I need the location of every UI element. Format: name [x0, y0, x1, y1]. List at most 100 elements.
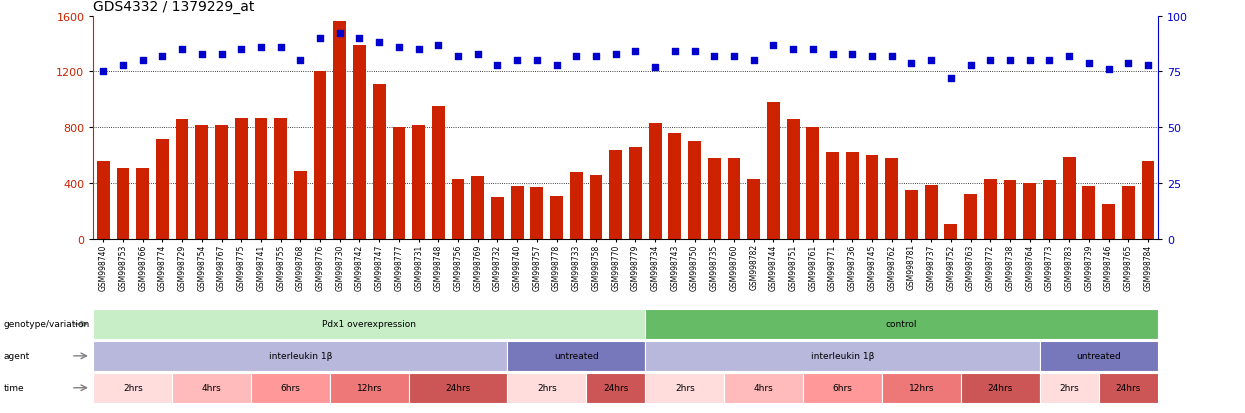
Text: 24hrs: 24hrs — [1116, 383, 1140, 392]
Text: 2hrs: 2hrs — [537, 383, 557, 392]
Bar — [334, 22, 346, 240]
Bar — [964, 195, 977, 240]
Text: genotype/variation: genotype/variation — [4, 320, 90, 329]
Point — [1020, 58, 1040, 64]
Point — [763, 42, 783, 49]
Point — [1000, 58, 1020, 64]
Text: 2hrs: 2hrs — [1059, 383, 1079, 392]
Point — [330, 31, 350, 38]
Bar — [609, 150, 622, 240]
Text: 4hrs: 4hrs — [202, 383, 222, 392]
Point — [1059, 53, 1079, 60]
Point — [1138, 62, 1158, 69]
Point — [290, 58, 310, 64]
Point — [705, 53, 725, 60]
Bar — [491, 198, 504, 240]
Text: 12hrs: 12hrs — [909, 383, 934, 392]
Text: 24hrs: 24hrs — [987, 383, 1013, 392]
Bar — [97, 161, 110, 240]
Bar — [215, 125, 228, 240]
Bar — [274, 118, 288, 240]
Bar — [136, 169, 149, 240]
Bar — [1063, 157, 1076, 240]
Point — [625, 49, 645, 55]
Text: interleukin 1β: interleukin 1β — [810, 351, 874, 361]
Point — [370, 40, 390, 47]
Point — [803, 47, 823, 53]
Text: 24hrs: 24hrs — [446, 383, 471, 392]
Bar — [254, 118, 268, 240]
Bar — [510, 187, 524, 240]
Point — [388, 45, 408, 51]
Bar — [885, 159, 898, 240]
Bar — [708, 159, 721, 240]
Bar — [530, 188, 543, 240]
Text: 6hrs: 6hrs — [280, 383, 300, 392]
Point — [507, 58, 527, 64]
Text: 24hrs: 24hrs — [603, 383, 629, 392]
Point — [251, 45, 271, 51]
Bar — [807, 128, 819, 240]
Bar — [235, 118, 248, 240]
Point — [1118, 60, 1138, 66]
Point — [685, 49, 705, 55]
Bar — [176, 120, 188, 240]
Bar — [392, 128, 406, 240]
Bar — [550, 196, 563, 240]
Bar — [688, 142, 701, 240]
Text: agent: agent — [4, 351, 30, 361]
Point — [881, 53, 901, 60]
Bar — [865, 156, 879, 240]
Bar — [1003, 181, 1016, 240]
Bar — [372, 85, 386, 240]
Bar — [294, 171, 306, 240]
Point — [212, 51, 232, 58]
Bar — [432, 107, 444, 240]
Point — [1098, 67, 1118, 74]
Point — [606, 51, 626, 58]
Point — [152, 53, 172, 60]
Point — [468, 51, 488, 58]
Point — [488, 62, 508, 69]
Text: 4hrs: 4hrs — [753, 383, 773, 392]
Text: 12hrs: 12hrs — [356, 383, 382, 392]
Point — [232, 47, 251, 53]
Bar — [1142, 161, 1154, 240]
Point — [743, 58, 763, 64]
Text: 2hrs: 2hrs — [123, 383, 143, 392]
Bar — [747, 180, 761, 240]
Bar — [845, 153, 859, 240]
Text: Pdx1 overexpression: Pdx1 overexpression — [322, 320, 416, 329]
Point — [408, 47, 428, 53]
Point — [172, 47, 192, 53]
Point — [113, 62, 133, 69]
Bar — [727, 159, 741, 240]
Text: time: time — [4, 383, 25, 392]
Bar — [905, 191, 918, 240]
Bar — [195, 125, 208, 240]
Bar — [984, 180, 997, 240]
Bar — [1043, 181, 1056, 240]
Point — [725, 53, 745, 60]
Bar — [1082, 187, 1096, 240]
Bar — [1102, 205, 1116, 240]
Bar — [945, 224, 957, 240]
Bar — [156, 139, 169, 240]
Point — [93, 69, 113, 76]
Point — [843, 51, 863, 58]
Bar — [412, 125, 425, 240]
Bar — [629, 147, 642, 240]
Point — [350, 36, 370, 42]
Point — [980, 58, 1000, 64]
Point — [547, 62, 566, 69]
Point — [1079, 60, 1099, 66]
Bar — [787, 120, 799, 240]
Text: GDS4332 / 1379229_at: GDS4332 / 1379229_at — [93, 0, 255, 14]
Bar — [354, 46, 366, 240]
Point — [192, 51, 212, 58]
Text: untreated: untreated — [554, 351, 599, 361]
Point — [566, 53, 586, 60]
Bar — [669, 134, 681, 240]
Bar — [117, 169, 129, 240]
Point — [823, 51, 843, 58]
